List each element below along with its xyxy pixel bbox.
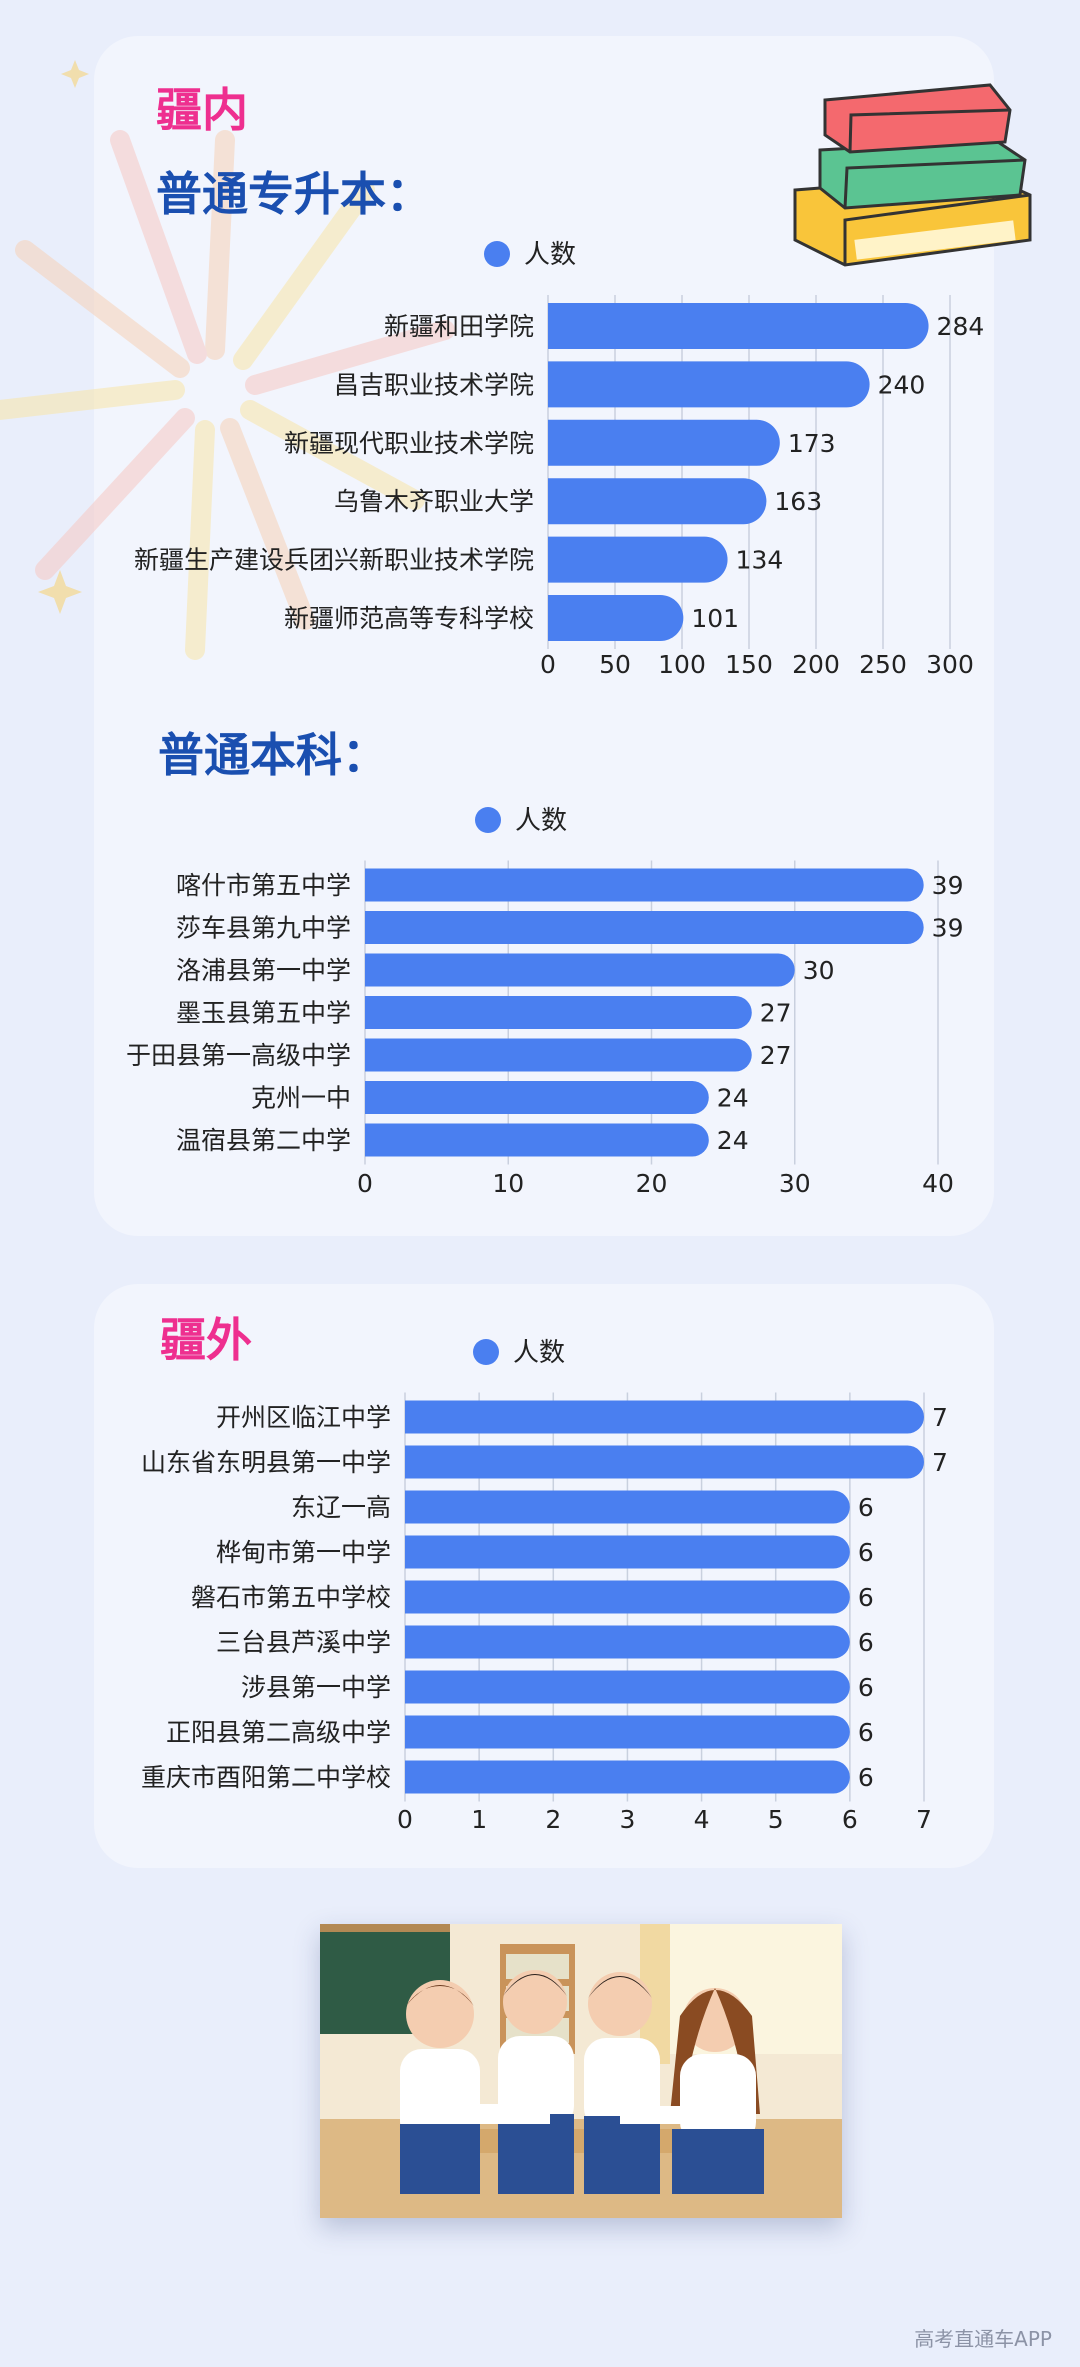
firework-decoration-icon	[0, 60, 455, 660]
outer-section-card	[94, 1284, 994, 1868]
watermark: 高考直通车APP	[914, 2327, 1052, 2351]
books-illustration-icon	[793, 83, 1032, 267]
outer-section-heading: 疆外	[160, 1313, 252, 1367]
inner-section-heading: 疆内	[156, 83, 248, 137]
students-classroom-illustration	[320, 1924, 842, 2218]
